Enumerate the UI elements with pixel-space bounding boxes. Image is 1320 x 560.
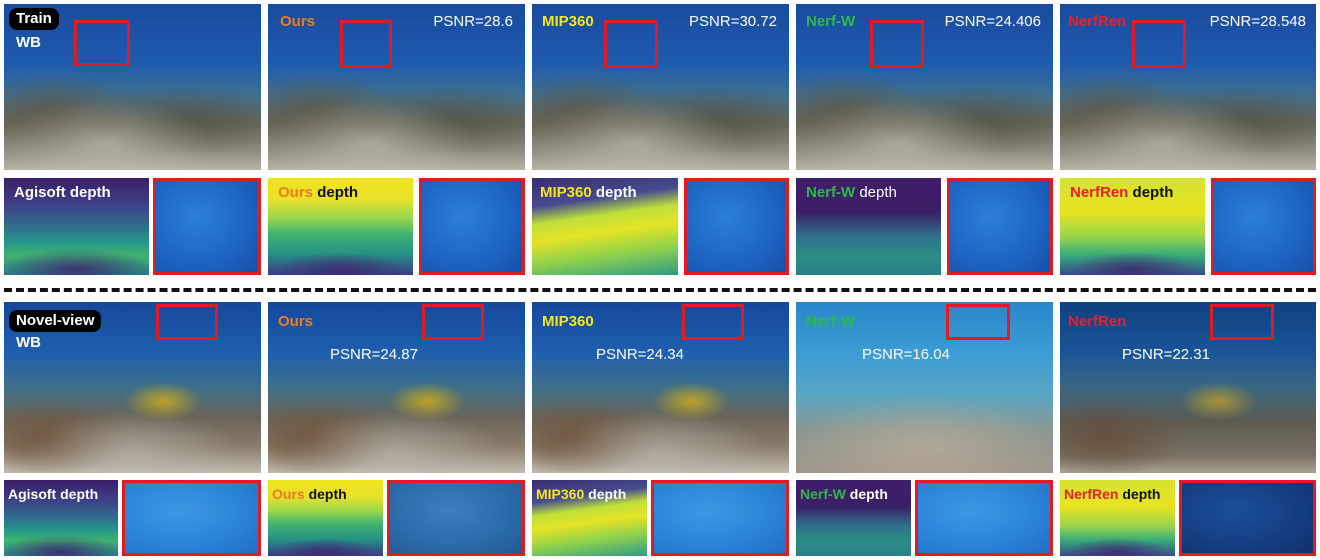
novel-ours-depth-label: Ours depth bbox=[272, 485, 347, 503]
novel-nerfw-label: Nerf-W bbox=[806, 313, 856, 330]
novel-ours-zoom bbox=[387, 480, 525, 556]
novel-nerfw-zoom bbox=[915, 480, 1053, 556]
novel-mip360-label: MIP360 bbox=[542, 313, 594, 330]
train-agisoft-depth: Agisoft depth bbox=[4, 178, 149, 275]
train-tag: Train bbox=[9, 8, 59, 30]
train-agisoft-depth-label: Agisoft depth bbox=[14, 184, 111, 201]
novel-ours-crop-box bbox=[422, 304, 484, 340]
train-nerfren-depth-label: NerfRen depth bbox=[1070, 184, 1173, 202]
depth-word: depth bbox=[849, 486, 888, 502]
novel-wb-label: WB bbox=[16, 334, 41, 351]
novel-mip360-crop-box bbox=[682, 304, 744, 340]
train-nerfren-crop-box bbox=[1132, 20, 1186, 68]
novel-wb-image: Novel-view WB bbox=[4, 302, 261, 473]
train-ours-depth: Ours depth bbox=[268, 178, 413, 275]
train-nerfw-depth-label: Nerf-W depth bbox=[806, 184, 897, 202]
train-ours-psnr: PSNR=28.6 bbox=[433, 13, 513, 30]
depth-word: depth bbox=[859, 184, 897, 201]
depth-word: depth bbox=[1122, 486, 1161, 502]
novel-mip360-depth-label: MIP360 depth bbox=[536, 485, 626, 503]
train-mip360-psnr: PSNR=30.72 bbox=[689, 13, 777, 30]
novel-ours-psnr: PSNR=24.87 bbox=[330, 346, 418, 363]
nerfw-word: Nerf-W bbox=[806, 184, 856, 201]
novel-mip360-image: MIP360 PSNR=24.34 bbox=[532, 302, 789, 473]
train-mip360-crop-box bbox=[604, 20, 658, 68]
train-mip360-label: MIP360 bbox=[542, 13, 594, 30]
train-mip360-depth-label: MIP360 depth bbox=[540, 184, 637, 202]
train-nerfren-depth: NerfRen depth bbox=[1060, 178, 1205, 275]
nerfren-word: NerfRen bbox=[1070, 184, 1129, 201]
train-ours-label: Ours bbox=[280, 13, 316, 30]
train-ours-crop-box bbox=[340, 20, 392, 68]
ours-word: Ours bbox=[272, 486, 305, 502]
nerfren-word: NerfRen bbox=[1064, 486, 1119, 502]
novel-nerfw-crop-box bbox=[946, 304, 1010, 340]
novel-nerfren-depth: NerfRen depth bbox=[1060, 480, 1175, 556]
novel-agisoft-depth-label: Agisoft depth bbox=[8, 486, 99, 502]
novel-nerfw-psnr: PSNR=16.04 bbox=[862, 346, 950, 363]
novel-nerfw-image: Nerf-W PSNR=16.04 bbox=[796, 302, 1053, 473]
train-wb-label: WB bbox=[16, 34, 41, 51]
train-nerfren-image: NerfRen PSNR=28.548 bbox=[1060, 4, 1316, 170]
train-nerfw-label: Nerf-W bbox=[806, 13, 856, 30]
train-crop-box bbox=[74, 20, 130, 66]
depth-word: depth bbox=[588, 486, 627, 502]
novel-ours-image: Ours PSNR=24.87 bbox=[268, 302, 525, 473]
depth-word: depth bbox=[1132, 184, 1174, 201]
train-nerfw-image: Nerf-W PSNR=24.406 bbox=[796, 4, 1053, 170]
novel-nerfren-label: NerfRen bbox=[1068, 313, 1127, 330]
train-nerfw-zoom bbox=[947, 178, 1053, 275]
train-nerfw-psnr: PSNR=24.406 bbox=[944, 13, 1041, 30]
train-mip360-depth: MIP360 depth bbox=[532, 178, 678, 275]
novel-nerfw-depth: Nerf-W depth bbox=[796, 480, 911, 556]
depth-word: depth bbox=[595, 184, 637, 201]
novel-nerfren-image: NerfRen PSNR=22.31 bbox=[1060, 302, 1316, 473]
novel-wb-zoom bbox=[122, 480, 261, 556]
depth-word: depth bbox=[308, 486, 347, 502]
mip360-word: MIP360 bbox=[536, 486, 585, 502]
train-ours-image: Ours PSNR=28.6 bbox=[268, 4, 525, 170]
novel-ours-depth: Ours depth bbox=[268, 480, 383, 556]
train-mip360-zoom bbox=[684, 178, 789, 275]
novel-tag: Novel-view bbox=[9, 310, 102, 332]
novel-mip360-zoom bbox=[651, 480, 789, 556]
mip360-word: MIP360 bbox=[540, 184, 592, 201]
train-nerfw-depth: Nerf-W depth bbox=[796, 178, 941, 275]
nerfw-word: Nerf-W bbox=[800, 486, 846, 502]
train-nerfren-zoom bbox=[1211, 178, 1316, 275]
novel-nerfren-zoom bbox=[1179, 480, 1316, 556]
train-wb-image: Train WB bbox=[4, 4, 261, 170]
novel-mip360-psnr: PSNR=24.34 bbox=[596, 346, 684, 363]
novel-agisoft-depth: Agisoft depth bbox=[4, 480, 118, 556]
row-divider bbox=[4, 288, 1316, 292]
depth-word: depth bbox=[317, 184, 359, 201]
novel-nerfren-psnr: PSNR=22.31 bbox=[1122, 346, 1210, 363]
novel-ours-label: Ours bbox=[278, 313, 314, 330]
train-ours-zoom bbox=[419, 178, 525, 275]
ours-word: Ours bbox=[278, 184, 314, 201]
train-mip360-image: MIP360 PSNR=30.72 bbox=[532, 4, 789, 170]
novel-nerfren-crop-box bbox=[1210, 304, 1274, 340]
novel-nerfren-depth-label: NerfRen depth bbox=[1064, 485, 1160, 503]
train-nerfren-psnr: PSNR=28.548 bbox=[1209, 13, 1306, 30]
train-ours-depth-label: Ours depth bbox=[278, 184, 358, 202]
novel-crop-box bbox=[156, 304, 218, 340]
novel-mip360-depth: MIP360 depth bbox=[532, 480, 647, 556]
train-nerfw-crop-box bbox=[870, 20, 924, 68]
novel-nerfw-depth-label: Nerf-W depth bbox=[800, 485, 888, 503]
train-nerfren-label: NerfRen bbox=[1068, 13, 1127, 30]
train-wb-zoom bbox=[153, 178, 261, 275]
